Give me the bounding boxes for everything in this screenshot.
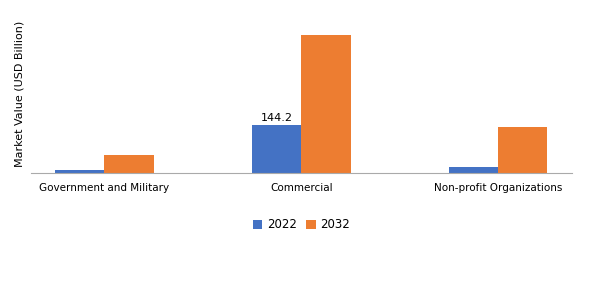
- Bar: [55, 170, 104, 173]
- Text: 144.2: 144.2: [261, 113, 293, 124]
- Legend: 2022, 2032: 2022, 2032: [248, 213, 355, 236]
- Bar: [252, 125, 302, 173]
- Bar: [498, 127, 547, 173]
- Y-axis label: Market Value (USD Billion): Market Value (USD Billion): [15, 21, 25, 167]
- Bar: [302, 35, 350, 173]
- Bar: [104, 155, 154, 173]
- Bar: [449, 167, 498, 173]
